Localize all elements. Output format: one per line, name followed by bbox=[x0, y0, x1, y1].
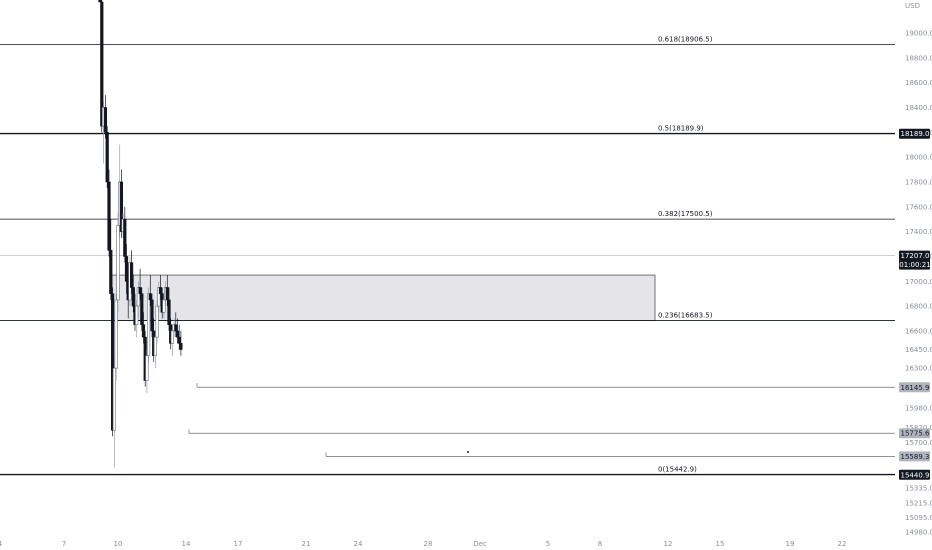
candle-body bbox=[141, 324, 146, 338]
date-tick-label: 14 bbox=[182, 540, 191, 548]
date-tick-label: 12 bbox=[664, 540, 673, 548]
price-tick-label: 18000.0 bbox=[905, 154, 932, 162]
price-tick-label: 19000.0 bbox=[905, 30, 932, 38]
candle-body bbox=[112, 367, 116, 431]
price-tag bbox=[899, 428, 930, 439]
price-tick-label: 16600.0 bbox=[905, 327, 932, 335]
candle-body bbox=[124, 256, 129, 282]
candle-body bbox=[167, 299, 171, 326]
candle-body bbox=[147, 293, 151, 357]
price-tick-label: 14980.0 bbox=[905, 529, 932, 537]
fib-level-label: 0.382(17500.5) bbox=[658, 210, 713, 218]
candle-body bbox=[162, 299, 166, 313]
date-tick-label: 7 bbox=[62, 540, 66, 548]
date-tick-label: 24 bbox=[354, 540, 363, 548]
price-tick-label: 17600.0 bbox=[905, 203, 932, 211]
candle-body bbox=[116, 225, 120, 301]
candle-body bbox=[179, 343, 183, 350]
price-tick-label: 16800.0 bbox=[905, 303, 932, 311]
date-tick-label: 22 bbox=[838, 540, 847, 548]
price-tag-label: 15440.9 bbox=[901, 471, 930, 479]
date-tick-label: 4 bbox=[0, 540, 3, 548]
fib-level-label: 0(15442.9) bbox=[658, 466, 697, 474]
date-tick-label: 10 bbox=[114, 540, 123, 548]
candle-body bbox=[157, 287, 161, 307]
candle-body bbox=[111, 293, 115, 431]
date-tick-label: Dec bbox=[473, 540, 487, 548]
currency-label: USD bbox=[905, 2, 920, 10]
price-tag-label: 17207.0 bbox=[901, 252, 930, 260]
candle-body bbox=[114, 299, 118, 369]
candle-body bbox=[105, 132, 109, 183]
price-tick-label: 17400.0 bbox=[905, 228, 932, 236]
candle-body bbox=[138, 287, 142, 294]
price-tag-label: 15775.6 bbox=[901, 430, 930, 438]
price-tag-label: 18189.0 bbox=[901, 130, 930, 138]
candle-body bbox=[145, 355, 149, 381]
candle-body bbox=[170, 330, 175, 344]
price-tag-label: 16145.9 bbox=[901, 384, 930, 392]
price-tick-label: 15335.0 bbox=[905, 484, 932, 492]
candle-body bbox=[136, 287, 141, 307]
marker-dot bbox=[467, 451, 469, 453]
candle-body bbox=[135, 305, 139, 326]
candle-body bbox=[155, 305, 159, 338]
candle-body bbox=[177, 336, 181, 344]
date-tick-label: 8 bbox=[598, 540, 602, 548]
candle-body bbox=[165, 287, 169, 301]
price-tick-label: 18600.0 bbox=[905, 79, 932, 87]
candle-body bbox=[153, 336, 158, 357]
price-tick-label: 16450.0 bbox=[905, 346, 932, 354]
candle-body bbox=[109, 249, 113, 294]
candle-body bbox=[98, 0, 102, 3]
candle-body bbox=[130, 262, 134, 288]
date-tick-label: 28 bbox=[424, 540, 433, 548]
price-tick-label: 16300.0 bbox=[905, 365, 932, 373]
candle-body bbox=[140, 293, 144, 326]
candle-body bbox=[175, 330, 180, 338]
date-tick-label: 17 bbox=[234, 540, 243, 548]
price-tick-label: 15215.0 bbox=[905, 499, 932, 507]
price-tag bbox=[899, 382, 930, 393]
fib-level-label: 0.5(18189.9) bbox=[658, 125, 704, 133]
candle-body bbox=[131, 287, 135, 307]
candle-body bbox=[107, 181, 111, 251]
candle-body bbox=[158, 287, 163, 294]
candle-body bbox=[150, 299, 154, 332]
price-tag bbox=[899, 250, 930, 270]
candle-body bbox=[119, 181, 123, 232]
price-tag-label: 15589.3 bbox=[901, 453, 930, 461]
price-tick-label: 17000.0 bbox=[905, 278, 932, 286]
price-tick-label: 15980.0 bbox=[905, 404, 932, 412]
fib-level-label: 0.618(18906.5) bbox=[658, 36, 713, 44]
date-tick-label: 5 bbox=[546, 540, 550, 548]
price-tick-label: 17800.0 bbox=[905, 178, 932, 186]
range-box[interactable] bbox=[111, 274, 656, 321]
price-tick-label: 18800.0 bbox=[905, 54, 932, 62]
price-tag bbox=[899, 128, 930, 139]
price-tick-label: 18400.0 bbox=[905, 104, 932, 112]
candle-body bbox=[174, 324, 178, 332]
price-tick-label: 15820.0 bbox=[905, 424, 932, 432]
date-tick-label: 15 bbox=[716, 540, 725, 548]
candle-body bbox=[100, 1, 104, 127]
price-tick-label: 15700.0 bbox=[905, 439, 932, 447]
price-tag bbox=[899, 451, 930, 462]
candle-body bbox=[148, 293, 152, 301]
date-tick-label: 19 bbox=[786, 540, 795, 548]
date-tick-label: 21 bbox=[302, 540, 311, 548]
price-tick-label: 15095.0 bbox=[905, 514, 932, 522]
price-tag bbox=[899, 469, 930, 480]
countdown-label: 01:00:21 bbox=[899, 261, 930, 269]
fib-level-label: 0.236(16683.5) bbox=[658, 312, 713, 320]
candle-body bbox=[123, 218, 127, 257]
candle-body bbox=[103, 107, 107, 133]
